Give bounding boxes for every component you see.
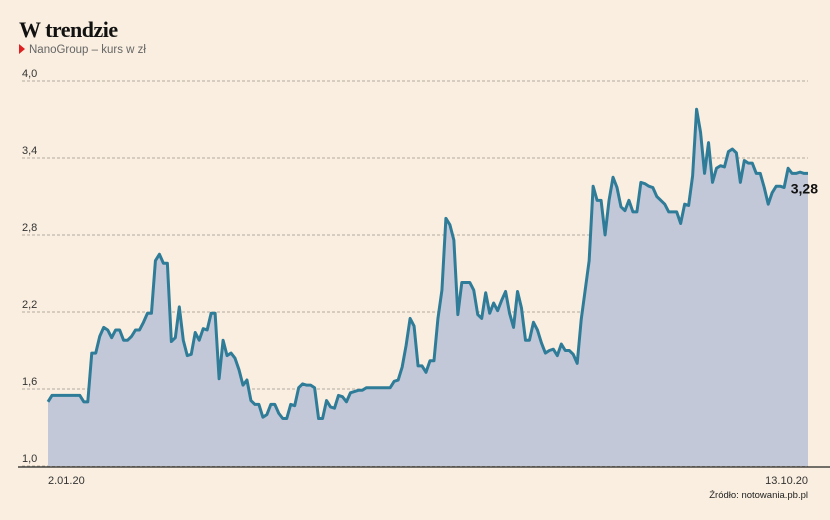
source: Źródło: notowania.pb.pl [709,490,808,501]
y-tick-label: 3,4 [22,145,37,157]
value-label: 3,28 [791,180,818,196]
y-tick-label: 1,6 [22,376,37,388]
subtitle-marker [19,44,25,54]
x-tick-label: 2.01.20 [48,475,85,487]
y-tick-label: 1,0 [22,453,37,465]
chart-title: W trendzie [19,17,118,42]
chart-subtitle: NanoGroup – kurs w zł [29,44,146,56]
y-tick-label: 2,2 [22,299,37,311]
line [46,107,808,421]
y-tick-label: 4,0 [22,68,37,80]
x-tick-label: 13.10.20 [765,475,808,487]
y-tick-label: 2,8 [22,222,37,234]
